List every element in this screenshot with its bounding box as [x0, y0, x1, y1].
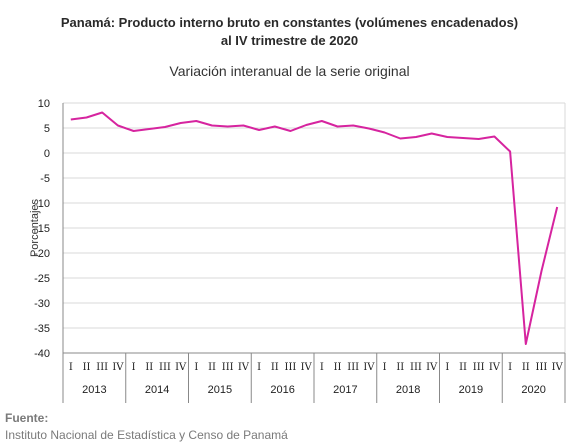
- quarter-label: II: [83, 362, 91, 373]
- quarter-label: I: [69, 362, 73, 373]
- quarter-labels: I II III IV I II III IV I II III IV I II III IV I II III IV…: [69, 362, 564, 373]
- year-label: 2016: [270, 384, 294, 396]
- quarter-label: II: [522, 362, 530, 373]
- quarter-label: I: [383, 362, 387, 373]
- quarter-label: II: [208, 362, 216, 373]
- y-tick-labels: 10 5 0 -5 -10 -15 -20 -25 -30 -35 -40: [34, 98, 50, 360]
- y-tick-label: 5: [44, 123, 50, 135]
- year-label: 2015: [208, 384, 232, 396]
- quarter-label: II: [271, 362, 279, 373]
- y-tick-label: 10: [38, 98, 50, 110]
- quarter-label: III: [536, 362, 548, 373]
- year-labels: 2013 2014 2015 2016 2017 2018 2019 2020: [82, 384, 546, 396]
- quarter-label: III: [347, 362, 359, 373]
- y-tick-label: -5: [40, 173, 50, 185]
- quarter-label: II: [334, 362, 342, 373]
- y-tick-label: -35: [34, 323, 50, 335]
- quarter-label: I: [445, 362, 449, 373]
- quarter-label: IV: [363, 362, 375, 373]
- quarter-label: III: [285, 362, 297, 373]
- y-tick-label: -15: [34, 223, 50, 235]
- quarter-label: I: [132, 362, 136, 373]
- gridlines: [63, 102, 565, 354]
- year-label: 2019: [459, 384, 483, 396]
- y-tick-label: -25: [34, 273, 50, 285]
- year-label: 2018: [396, 384, 420, 396]
- quarter-label: IV: [301, 362, 313, 373]
- chart-title-line-1: Panamá: Producto interno bruto en consta…: [60, 15, 519, 30]
- axes: [62, 103, 566, 403]
- series-line: [70, 111, 559, 345]
- quarter-label: III: [96, 362, 108, 373]
- quarter-label: III: [222, 362, 234, 373]
- chart-title-line-2: al IV trimestre de 2020: [220, 33, 359, 48]
- quarter-label: III: [410, 362, 422, 373]
- y-tick-label: -30: [34, 298, 50, 310]
- year-label: 2013: [82, 384, 106, 396]
- quarter-label: I: [194, 362, 198, 373]
- quarter-label: I: [508, 362, 512, 373]
- y-tick-label: -40: [34, 348, 50, 360]
- series-lines: [70, 111, 559, 345]
- year-label: 2020: [521, 384, 545, 396]
- y-axis-label: Porcentajes: [29, 198, 41, 257]
- quarter-label: IV: [112, 362, 124, 373]
- quarter-label: I: [257, 362, 261, 373]
- source-text: Instituto Nacional de Estadística y Cens…: [5, 428, 288, 442]
- quarter-label: I: [320, 362, 324, 373]
- quarter-label: IV: [489, 362, 501, 373]
- quarter-label: IV: [175, 362, 187, 373]
- quarter-label: IV: [552, 362, 564, 373]
- chart-subtitle: Variación interanual de la serie origina…: [169, 63, 410, 79]
- quarter-label: II: [145, 362, 153, 373]
- y-tick-label: -10: [34, 198, 50, 210]
- source-label: Fuente:: [5, 411, 49, 425]
- quarter-label: IV: [426, 362, 438, 373]
- quarter-label: III: [473, 362, 485, 373]
- y-tick-label: -20: [34, 248, 50, 260]
- quarter-label: II: [396, 362, 404, 373]
- quarter-label: II: [459, 362, 467, 373]
- year-label: 2017: [333, 384, 357, 396]
- year-label: 2014: [145, 384, 169, 396]
- y-tick-label: 0: [44, 148, 50, 160]
- quarter-label: IV: [238, 362, 250, 373]
- quarter-label: III: [159, 362, 171, 373]
